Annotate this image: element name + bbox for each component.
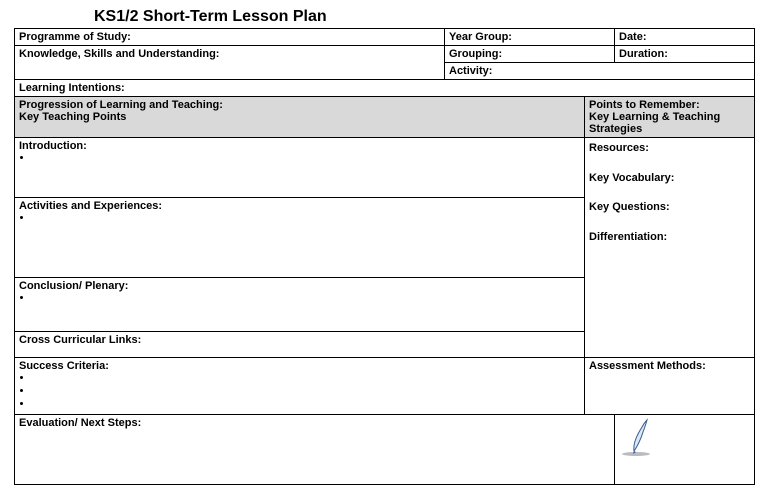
introduction-bullets — [33, 152, 580, 165]
grouping-cell: Grouping: — [445, 46, 615, 63]
activities-bullets — [33, 212, 580, 225]
questions-label: Key Questions: — [589, 199, 750, 217]
introduction-label: Introduction: — [19, 140, 87, 152]
assessment-cell: Assessment Methods: — [585, 358, 755, 415]
points-side-cell: Resources: Key Vocabulary: Key Questions… — [585, 138, 755, 358]
date-label: Date: — [619, 31, 647, 43]
cross-curricular-cell: Cross Curricular Links: — [15, 332, 585, 358]
date-cell: Date: — [615, 29, 755, 46]
activity-cell: Activity: — [445, 63, 755, 80]
assessment-label: Assessment Methods: — [589, 360, 706, 372]
progression-header: Progression of Learning and Teaching: Ke… — [15, 97, 585, 138]
points-header-line2: Key Learning & Teaching Strategies — [589, 111, 750, 135]
programme-of-study-cell: Programme of Study: — [15, 29, 445, 46]
grouping-label: Grouping: — [449, 48, 502, 60]
lesson-plan-table: Programme of Study: Year Group: Date: Kn… — [14, 28, 755, 485]
duration-label: Duration: — [619, 48, 668, 60]
vocab-label: Key Vocabulary: — [589, 170, 750, 188]
success-criteria-cell: Success Criteria: — [15, 358, 585, 415]
success-criteria-label: Success Criteria: — [19, 360, 109, 372]
learning-intentions-label: Learning Intentions: — [19, 82, 125, 94]
evaluation-cell: Evaluation/ Next Steps: — [15, 414, 615, 484]
resources-label: Resources: — [589, 140, 750, 158]
page-title: KS1/2 Short-Term Lesson Plan — [94, 8, 754, 26]
activities-label: Activities and Experiences: — [19, 200, 162, 212]
points-header: Points to Remember: Key Learning & Teach… — [585, 97, 755, 138]
activities-cell: Activities and Experiences: — [15, 198, 585, 278]
conclusion-cell: Conclusion/ Plenary: — [15, 278, 585, 332]
progression-header-line1: Progression of Learning and Teaching: — [19, 99, 580, 111]
conclusion-bullets — [33, 292, 580, 305]
conclusion-label: Conclusion/ Plenary: — [19, 280, 128, 292]
pen-icon-cell — [615, 414, 755, 484]
year-group-cell: Year Group: — [445, 29, 615, 46]
introduction-cell: Introduction: — [15, 138, 585, 198]
programme-label: Programme of Study: — [19, 31, 131, 43]
pen-icon — [619, 417, 653, 457]
cross-curricular-label: Cross Curricular Links: — [19, 334, 141, 346]
diff-label: Differentiation: — [589, 229, 750, 247]
progression-header-line2: Key Teaching Points — [19, 111, 580, 123]
duration-cell: Duration: — [615, 46, 755, 63]
ksu-label: Knowledge, Skills and Understanding: — [19, 48, 219, 60]
success-bullets — [33, 372, 580, 412]
evaluation-label: Evaluation/ Next Steps: — [19, 417, 141, 429]
activity-label: Activity: — [449, 65, 492, 77]
ksu-cell: Knowledge, Skills and Understanding: — [15, 46, 445, 80]
year-group-label: Year Group: — [449, 31, 512, 43]
learning-intentions-cell: Learning Intentions: — [15, 80, 755, 97]
points-header-line1: Points to Remember: — [589, 99, 750, 111]
